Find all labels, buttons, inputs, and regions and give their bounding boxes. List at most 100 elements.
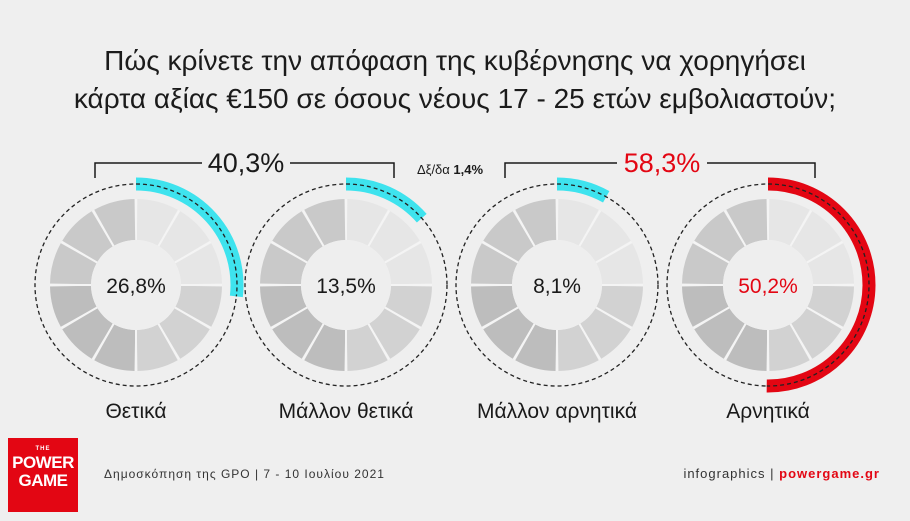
donut-divider: [513, 210, 536, 247]
value-arc: [556, 177, 610, 203]
donut-segment: [807, 285, 854, 327]
donut-divider: [578, 210, 601, 247]
donut-divider: [513, 323, 536, 360]
donut-divider: [724, 323, 747, 360]
donut-segment: [483, 308, 534, 359]
donut-divider: [271, 306, 308, 329]
data-label: 26,8%: [106, 275, 166, 298]
donut-segment: [580, 308, 631, 359]
donut-center: [301, 240, 391, 330]
donut-segment: [596, 243, 643, 285]
donut-divider: [61, 306, 98, 329]
donut-divider: [789, 323, 812, 360]
donut-segment: [272, 211, 323, 262]
donut-divider: [271, 241, 308, 264]
dk-label-text: Δξ/δα: [417, 162, 453, 177]
donut-segment: [175, 243, 222, 285]
category-label: Μάλλον αρνητικά: [477, 400, 637, 423]
donut-divider: [92, 210, 115, 247]
donut-segment: [50, 285, 97, 327]
chart-title: Πώς κρίνετε την απόφαση της κυβέρνησης ν…: [0, 42, 910, 118]
donut-segment: [557, 324, 599, 371]
donut-segment: [682, 243, 729, 285]
logo-the: THE: [35, 446, 51, 452]
donut-divider: [174, 241, 211, 264]
category-label: Αρνητικά: [726, 400, 809, 423]
data-label: 8,1%: [533, 275, 581, 298]
value-arc-dash: [556, 183, 607, 198]
donut-divider: [174, 306, 211, 329]
donut-segment: [304, 324, 346, 371]
donut-segment: [682, 285, 729, 327]
donut-divider: [157, 323, 180, 360]
donut-segment: [62, 308, 113, 359]
negative-total-label: 58,3%: [624, 148, 701, 178]
donut-divider: [384, 241, 421, 264]
brand-logo: THE POWER GAME: [8, 438, 78, 512]
value-arc-dash: [345, 183, 423, 219]
donut-segment: [471, 285, 518, 327]
donut-segment: [483, 211, 534, 262]
dk-label: Δξ/δα 1,4%: [417, 162, 484, 177]
donut-segment: [515, 199, 557, 246]
donut-segment: [159, 308, 210, 359]
donut-segment: [694, 308, 745, 359]
category-label: Μάλλον θετικά: [279, 400, 414, 423]
positive-bracket: [94, 162, 202, 178]
donut-divider: [693, 241, 730, 264]
donut-segment: [580, 211, 631, 262]
donut-segment: [260, 285, 307, 327]
donut-divider: [482, 241, 519, 264]
donut-divider: [724, 210, 747, 247]
donut-divider: [595, 306, 632, 329]
donut-divider: [367, 323, 390, 360]
donut-segment: [136, 199, 178, 246]
credit-text: infographics |: [683, 466, 780, 481]
category-label: Θετικά: [105, 400, 166, 423]
dk-value: 1,4%: [453, 162, 483, 177]
donut-dashed-ring: [455, 183, 659, 387]
donut-segment: [175, 285, 222, 327]
donut-divider: [61, 241, 98, 264]
donut-segment: [791, 308, 842, 359]
donut-segment: [346, 324, 388, 371]
donut-segment: [260, 243, 307, 285]
donut-segment: [136, 324, 178, 371]
logo-word-power: POWER: [12, 453, 74, 472]
donut-divider: [157, 210, 180, 247]
negative-bracket: [504, 162, 617, 178]
donut-segment: [726, 324, 768, 371]
donut-divider: [693, 306, 730, 329]
donut-divider: [595, 241, 632, 264]
donut-segment: [471, 243, 518, 285]
donut-segment: [807, 243, 854, 285]
donut-segment: [515, 324, 557, 371]
negative-bracket: [707, 162, 816, 178]
footer-credit: infographics | powergame.gr: [683, 466, 880, 481]
donut-segment: [726, 199, 768, 246]
donut-divider: [384, 306, 421, 329]
donut-segment: [94, 199, 136, 246]
site-link[interactable]: powergame.gr: [779, 466, 880, 481]
donut-divider: [806, 241, 843, 264]
donut-segment: [50, 243, 97, 285]
donut-divider: [482, 306, 519, 329]
donut-divider: [92, 323, 115, 360]
donut-center: [512, 240, 602, 330]
data-label: 13,5%: [316, 275, 376, 298]
value-arc-dash: [135, 183, 238, 297]
donut-segment: [768, 324, 810, 371]
donut-divider: [789, 210, 812, 247]
donut-dashed-ring: [244, 183, 448, 387]
donut-segment: [557, 199, 599, 246]
value-arc: [766, 177, 876, 393]
donut-segment: [369, 211, 420, 262]
donut-segment: [385, 285, 432, 327]
donut-segment: [369, 308, 420, 359]
positive-total-label: 40,3%: [208, 148, 285, 178]
donut-segment: [596, 285, 643, 327]
donut-segment: [304, 199, 346, 246]
positive-bracket: [290, 162, 395, 178]
donut-center: [91, 240, 181, 330]
